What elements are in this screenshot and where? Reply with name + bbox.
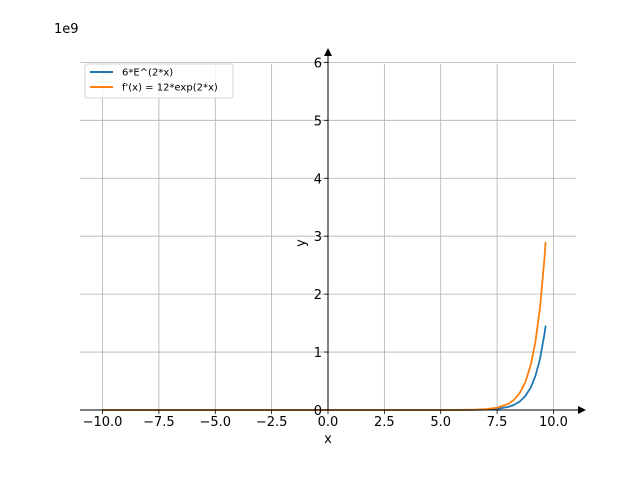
ticks: −10.0 −7.5 −5.0 −2.5 0.0 2.5 5.0 7.5 10.0 0 1 2 3 4 5 6	[83, 56, 568, 430]
legend-entry-label: f'(x) = 12*exp(2*x)	[122, 83, 218, 94]
y-tick-label: 5	[314, 114, 322, 129]
axes	[80, 48, 586, 414]
x-tick-label: 5.0	[430, 415, 451, 430]
y-axis-arrow-icon	[324, 48, 332, 56]
x-tick-label: 0.0	[318, 415, 339, 430]
y-tick-label: 6	[314, 56, 322, 71]
x-tick-label: 2.5	[374, 415, 395, 430]
x-axis-arrow-icon	[578, 406, 586, 414]
x-tick-label: −5.0	[199, 415, 231, 430]
y-tick-label: 1	[314, 346, 322, 361]
x-axis-label: x	[324, 432, 332, 447]
x-tick-label: −10.0	[83, 415, 123, 430]
y-tick-label: 3	[314, 230, 322, 245]
series-lines	[101, 241, 547, 411]
x-tick-label: −2.5	[256, 415, 288, 430]
legend-frame	[84, 63, 234, 99]
y-tick-label: 0	[314, 404, 322, 419]
x-tick-label: −7.5	[143, 415, 175, 430]
legend-entry-label: 6*E^(2*x)	[122, 68, 173, 79]
x-tick-label: 10.0	[539, 415, 568, 430]
y-offset-label: 1e9	[54, 22, 79, 37]
x-tick-label: 7.5	[487, 415, 508, 430]
y-tick-label: 4	[314, 172, 322, 187]
series-line	[101, 241, 547, 411]
series-line	[101, 325, 547, 411]
y-axis-label: y	[294, 239, 309, 247]
y-tick-label: 2	[314, 288, 322, 303]
legend: 6*E^(2*x) f'(x) = 12*exp(2*x)	[84, 63, 234, 99]
